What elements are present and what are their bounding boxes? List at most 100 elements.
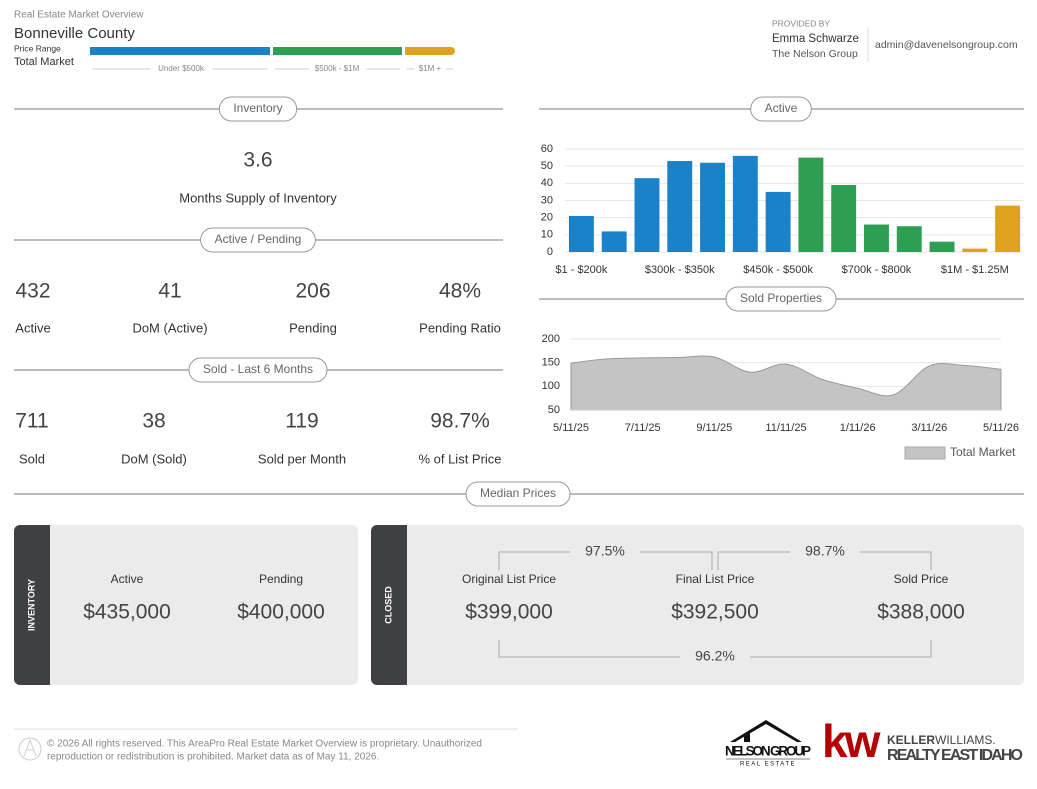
- range-label-bg: [150, 63, 212, 75]
- range-segment: [405, 47, 455, 55]
- logo-sub: REAL ESTATE: [740, 762, 796, 768]
- stat-value: 711: [15, 410, 48, 433]
- range-label-bg: [309, 63, 366, 75]
- price-label: Final List Price: [676, 572, 755, 586]
- section-pill: [218, 96, 298, 122]
- y-tick-label: 100: [542, 380, 560, 392]
- section-heading: Active: [765, 101, 798, 115]
- price-value: $388,000: [877, 601, 965, 624]
- range-segment: [273, 47, 402, 55]
- stat-label: DoM (Active): [132, 320, 207, 335]
- stat-label: Sold per Month: [258, 451, 346, 466]
- inventory-label: Months Supply of Inventory: [179, 190, 337, 205]
- price-label: Original List Price: [462, 572, 556, 586]
- bar: [732, 155, 758, 252]
- price-range-label: Price Range: [14, 43, 61, 53]
- agent-email: admin@davenelsongroup.com: [875, 39, 1018, 51]
- price-value: $399,000: [465, 601, 553, 624]
- stat-value: 41: [158, 280, 181, 303]
- bar: [831, 185, 857, 252]
- ratio: 98.7%: [805, 543, 845, 559]
- y-tick-label: 0: [547, 246, 553, 258]
- stat-value: 432: [15, 280, 50, 303]
- price-tab: [371, 525, 407, 685]
- kw-sub: REALTY EAST IDAHO: [887, 747, 1023, 764]
- y-tick-label: 20: [541, 212, 553, 224]
- price-box: [371, 525, 1024, 685]
- price-value: $435,000: [83, 601, 171, 624]
- price-label: Active: [111, 572, 144, 586]
- kw-logo: kw KELLERWILLIAMS. REALTY EAST IDAHO: [822, 715, 1023, 767]
- section-heading: Sold Properties: [740, 291, 822, 305]
- section-pill: [750, 96, 812, 122]
- y-tick-label: 60: [541, 143, 553, 155]
- bar: [634, 178, 660, 252]
- kw-text: KELLERWILLIAMS.: [887, 733, 996, 747]
- stat-label: DoM (Sold): [121, 451, 187, 466]
- bar: [962, 248, 988, 252]
- section-heading: Inventory: [233, 101, 282, 115]
- ratio-bracket: [498, 551, 713, 570]
- section-pill: [465, 481, 571, 507]
- stat-label: Pending: [289, 320, 337, 335]
- y-tick-label: 200: [542, 333, 560, 345]
- stat-label: % of List Price: [418, 451, 501, 466]
- stat-value: 119: [285, 410, 318, 433]
- footer-icon: [18, 737, 42, 761]
- y-tick-label: 50: [548, 404, 560, 416]
- range-segment: [90, 47, 270, 55]
- x-tick-label: $450k - $500k: [743, 264, 813, 276]
- price-value: $392,500: [671, 601, 759, 624]
- provided-by: PROVIDED BY: [772, 18, 830, 28]
- price-value: $400,000: [237, 601, 325, 624]
- stat-value: 98.7%: [430, 410, 490, 433]
- price-range-bar: Under $500k $500k - $1M $1M +: [90, 47, 455, 75]
- range-label: $1M +: [419, 64, 442, 73]
- ratio: 96.2%: [695, 648, 735, 664]
- price-box: [14, 525, 358, 685]
- y-tick-label: 150: [542, 357, 560, 369]
- range-label-bg: [414, 63, 446, 75]
- copyright: reproduction or redistribution is prohib…: [47, 752, 379, 763]
- stat-value: 38: [142, 410, 165, 433]
- y-tick-label: 30: [541, 194, 553, 206]
- area: [570, 355, 1002, 411]
- legend-label: Total Market: [950, 445, 1016, 459]
- x-tick-label: 3/11/26: [911, 422, 947, 434]
- report-title: Real Estate Market Overview: [14, 10, 144, 21]
- x-tick-label: 5/11/25: [553, 422, 589, 434]
- section-pill: [188, 357, 328, 383]
- stat-value: 206: [295, 280, 330, 303]
- x-tick-label: 1/11/26: [840, 422, 876, 434]
- copyright: © 2026 All rights reserved. This AreaPro…: [47, 739, 482, 750]
- bar: [864, 224, 889, 252]
- logo-bg: [741, 760, 796, 768]
- ratio-bracket: [498, 640, 932, 658]
- y-tick-label: 40: [541, 177, 553, 189]
- y-tick-label: 50: [541, 160, 553, 172]
- bar: [700, 162, 725, 252]
- logo-text: NELSON GROUP: [725, 744, 811, 759]
- roof: [730, 720, 802, 742]
- price-tab: [14, 525, 50, 685]
- bar: [765, 191, 791, 252]
- price-label: Sold Price: [894, 572, 949, 586]
- stat-label: Pending Ratio: [419, 320, 501, 335]
- agent-name: Emma Schwarze: [772, 33, 859, 45]
- bar: [601, 231, 627, 252]
- kw-b: WILLIAMS.: [935, 733, 996, 747]
- stat-label: Active: [15, 320, 50, 335]
- ratio: 97.5%: [585, 543, 625, 559]
- stat-label: Sold: [19, 451, 45, 466]
- closed-prices: CLOSED 97.5% 98.7% 96.2% Original List P…: [371, 525, 1024, 685]
- section-pill: [725, 286, 837, 312]
- kw-a: KELLER: [887, 733, 935, 747]
- ratio-bracket: [717, 551, 932, 570]
- range-segment: [405, 47, 415, 55]
- inventory-prices: INVENTORY Active $435,000 Pending $400,0…: [14, 525, 358, 685]
- stat-value: 48%: [439, 280, 481, 303]
- bar: [798, 157, 824, 252]
- range-label: Under $500k: [158, 64, 205, 73]
